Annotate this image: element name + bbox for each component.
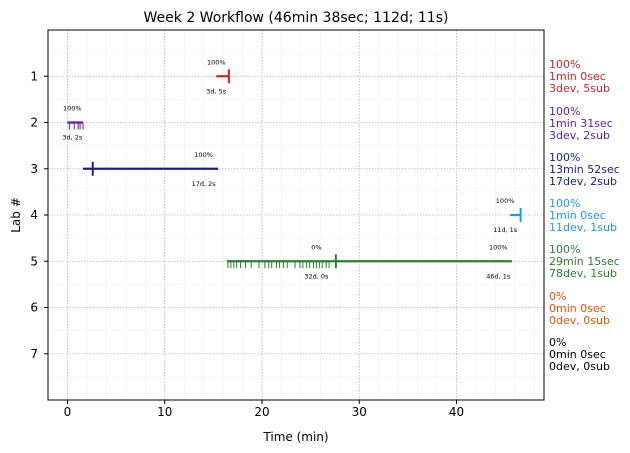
lab-2-summary-line: 3dev, 2sub [549,128,610,142]
chart-title: Week 2 Workflow (46min 38sec; 112d; 11s) [144,10,449,26]
lab-1-summary-line: 1min 0sec [549,70,606,84]
lab-2-annotation: 100% [63,105,82,113]
lab-3-annotation: 17d, 2s [192,180,217,188]
lab-5-annotation: 46d, 1s [486,272,511,280]
lab-2-annotation: 3d, 2s [62,134,83,142]
lab-4-summary-line: 11dev, 1sub [549,221,617,234]
x-tick-label: 40 [449,405,464,419]
lab-6-summary-line: 0dev, 0sub [549,313,610,327]
lab-3-summary: 100% 13min 52sec 17dev, 2sub [549,150,620,188]
lab-6-summary-line: 0min 0sec [549,301,606,315]
lab-4-annotation: 100% [496,197,515,205]
lab-5-summary-line: 100% [549,243,581,257]
lab-5-annotation: 32d, 0s [304,272,329,280]
lab-3-summary-line: 13min 52sec [549,162,620,176]
lab-2-summary-line: 100% [549,104,581,118]
lab-3-annotation: 100% [194,151,213,159]
lab-4-summary: 100% 1min 0sec 11dev, 1sub [549,198,617,234]
lab-1-summary-line: 100% [549,58,581,72]
lab-5-annotation: 0% [311,243,321,251]
lab-5-summary-line: 29min 15sec [549,255,620,269]
lab-5-annotation: 100% [489,243,508,251]
lab-7-summary-line: 0min 0sec [549,347,606,361]
x-tick-label: 30 [352,405,367,419]
x-axis-label: Time (min) [262,430,328,444]
lab-6-summary-line: 0% [549,289,567,303]
lab-6-summary: 0% 0min 0sec 0dev, 0sub [549,289,610,327]
axes: 0 10 20 30 40 1 2 3 4 5 6 7 [30,69,464,419]
y-tick-label: 6 [30,301,38,315]
lab-2-summary: 100% 1min 31sec 3dev, 2sub [549,104,613,142]
lab-4-summary-line: 1min 0sec [549,209,606,222]
lab-5-summary-line: 78dev, 1sub [549,267,617,281]
y-tick-label: 7 [30,347,38,361]
lab-3-summary-line: 100% [549,150,581,164]
lab-1-annotation: 100% [207,58,226,66]
axes-frame [47,29,545,401]
plot-area: 100% 3d, 5s 100% 3d, 2s 100% 17d, 2s 100% 11d, … [62,58,522,280]
y-axis-label: Lab # [9,197,23,233]
x-tick-label: 0 [64,405,72,419]
lab-1-annotation: 3d, 5s [206,87,227,95]
y-tick-label: 1 [30,69,38,83]
y-tick-label: 3 [30,162,38,176]
y-tick-label: 2 [30,116,38,130]
x-tick-label: 10 [157,405,172,419]
lab-3-summary-line: 17dev, 2sub [549,174,617,188]
lab-4-annotation: 11d, 1s [493,226,518,234]
grid [47,30,544,400]
lab-2-summary-line: 1min 31sec [549,116,613,130]
lab-7-summary-line: 0% [549,335,567,349]
lab-7-summary: 0% 0min 0sec 0dev, 0sub [549,335,610,373]
y-tick-label: 4 [30,208,38,222]
lab-4-summary-line: 100% [549,197,581,210]
lab-1-summary: 100% 1min 0sec 3dev, 5sub [549,59,610,95]
lab-1-summary-line: 3dev, 5sub [549,82,610,96]
x-tick-label: 20 [254,405,269,419]
lab-7-summary-line: 0dev, 0sub [549,359,610,373]
lab-5-summary: 100% 29min 15sec 78dev, 1sub [549,244,620,280]
y-tick-label: 5 [30,254,38,268]
